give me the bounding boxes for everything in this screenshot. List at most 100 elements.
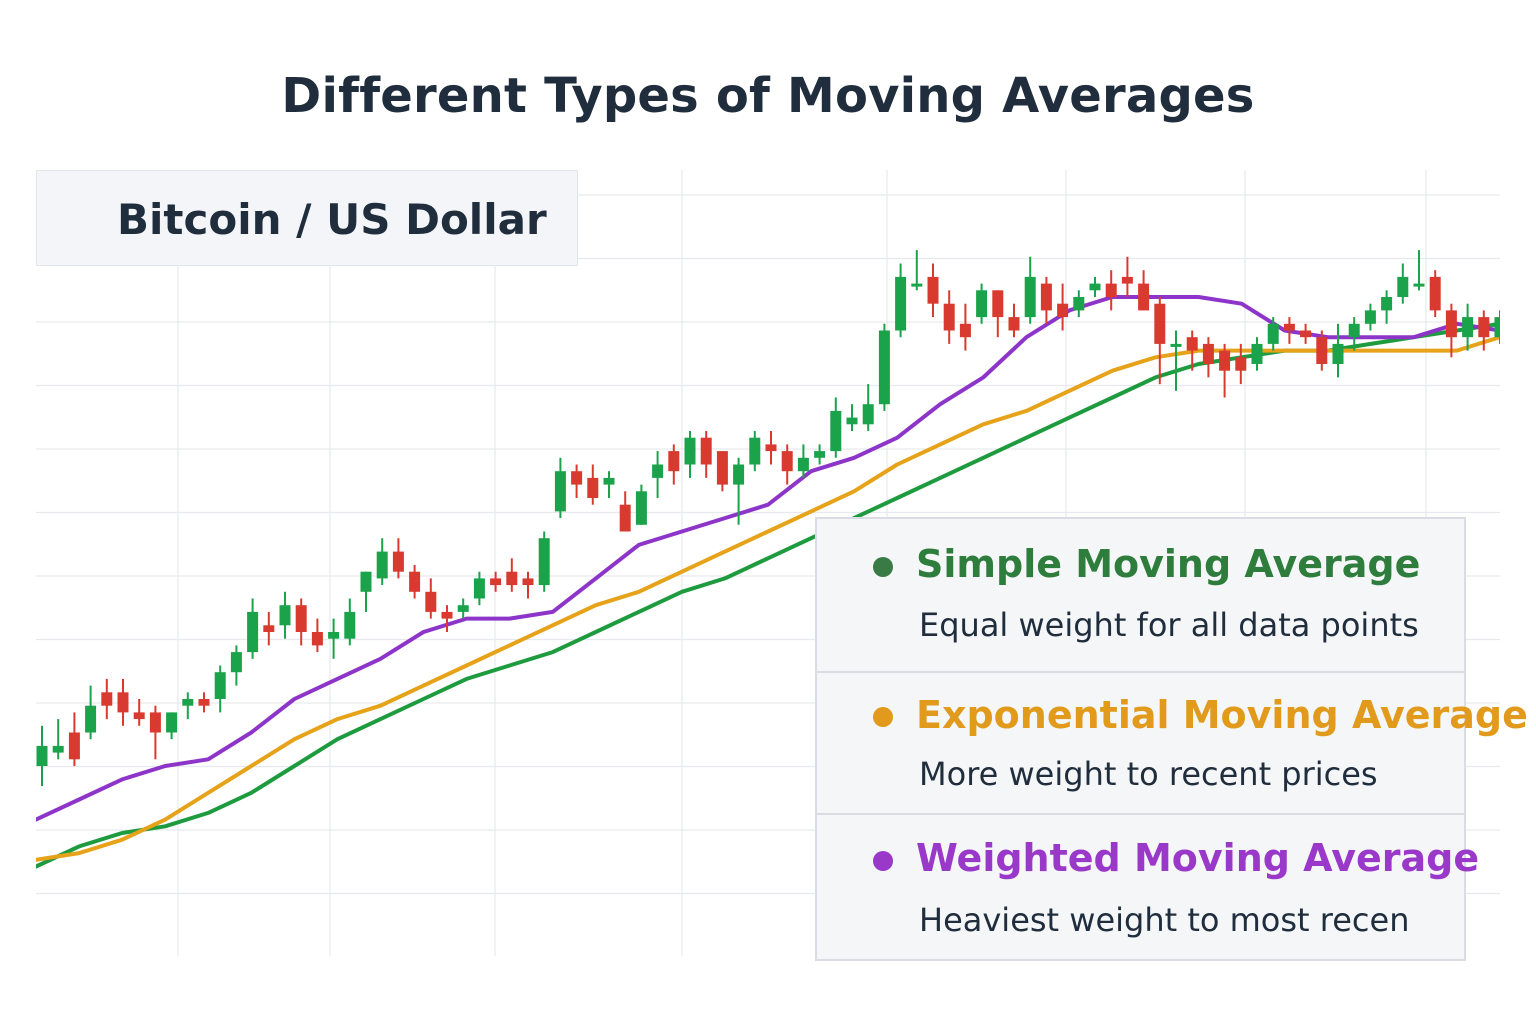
candle-down [198,699,210,706]
candle-down [1154,303,1166,344]
candle-down [587,477,599,498]
legend-name-ema: Exponential Moving Average [916,693,1528,737]
candle-down [409,571,421,592]
legend-desc-sma: Equal weight for all data points [919,606,1419,644]
candle-up [1170,343,1182,347]
candle-up [1024,276,1036,318]
legend-item-sma: Simple Moving Average Equal weight for a… [817,519,1464,671]
candle-up [36,745,48,766]
candle-down [1316,337,1328,364]
symbol-box: Bitcoin / US Dollar [36,170,578,266]
candle-down [781,451,793,472]
candle-down [1429,276,1441,311]
candle-down [1202,343,1214,364]
candle-down [619,504,631,532]
candle-up [457,605,469,612]
candle-down [522,578,534,586]
candle-down [1445,310,1457,338]
chart-symbol-title: Bitcoin / US Dollar [117,195,547,244]
candle-up [652,464,664,478]
candle-up [635,491,647,525]
page-title: Different Types of Moving Averages [281,68,1255,124]
candle-up [182,699,194,706]
candle-up [895,276,907,331]
candle-down [425,591,437,612]
candle-down [1121,276,1133,284]
legend-box: Simple Moving Average Equal weight for a… [815,517,1528,961]
candle-up [814,451,826,458]
candle-up [344,611,356,639]
sma-dot-icon [873,557,893,577]
candle-down [943,303,955,331]
candle-down [1008,317,1020,331]
candle-up [1364,310,1376,324]
ema-dot-icon [873,707,893,727]
candle-down [992,290,1004,318]
candle-down [295,605,307,632]
candle-down [927,276,939,304]
candle-up [1073,297,1085,311]
candle-down [392,551,404,572]
candle-up [360,571,372,592]
candle-up [166,712,178,733]
candle-down [133,712,145,720]
candle-up [1381,297,1393,311]
candle-up [538,538,550,586]
candle-down [263,625,275,632]
candle-up [603,477,615,485]
candle-up [1413,283,1425,287]
candle-up [1332,343,1344,364]
candle-up [862,404,874,425]
candle-up [328,632,340,639]
candle-up [830,410,842,452]
candle-down [1057,303,1069,318]
candle-up [1397,276,1409,297]
legend-name-sma: Simple Moving Average [916,542,1421,586]
candle-up [230,652,242,673]
candle-up [85,705,97,733]
candle-down [765,444,777,452]
candle-down [1478,317,1490,338]
candle-down [1300,330,1312,338]
candle-up [247,611,259,653]
candle-up [376,551,388,579]
candle-up [1089,283,1101,291]
wma-dot-icon [873,851,893,871]
candle-up [1494,317,1500,338]
candle-down [68,732,80,760]
candle-down [1219,350,1231,371]
legend-item-ema: Exponential Moving Average More weight t… [817,671,1528,813]
candle-up [554,471,566,512]
candle-down [490,578,502,586]
candle-up [1251,343,1263,364]
candle-down [1040,283,1052,311]
candle-down [1138,283,1150,311]
legend-item-wma: Weighted Moving Average Heaviest weight … [817,813,1479,961]
candle-down [959,323,971,338]
candle-down [101,692,113,706]
candle-up [846,417,858,425]
candle-down [149,712,161,733]
candle-up [473,578,485,599]
wma-line [36,295,1500,822]
candle-up [733,464,745,485]
candle-up [911,283,923,287]
candle-up [214,672,226,699]
legend-desc-wma: Heaviest weight to most recen [919,901,1410,939]
candle-down [571,471,583,485]
candle-up [684,437,696,465]
legend-desc-ema: More weight to recent prices [919,755,1378,793]
candle-down [1235,357,1247,371]
candle-down [311,632,323,646]
candle-up [878,330,890,405]
candle-up [1462,317,1474,338]
candle-down [700,437,712,465]
legend-name-wma: Weighted Moving Average [916,836,1480,880]
candle-up [279,605,291,626]
candle-down [506,571,518,586]
candle-up [1267,323,1279,344]
candle-down [117,692,129,713]
candle-up [52,745,64,753]
candle-down [441,611,453,619]
candle-down [1105,283,1117,297]
